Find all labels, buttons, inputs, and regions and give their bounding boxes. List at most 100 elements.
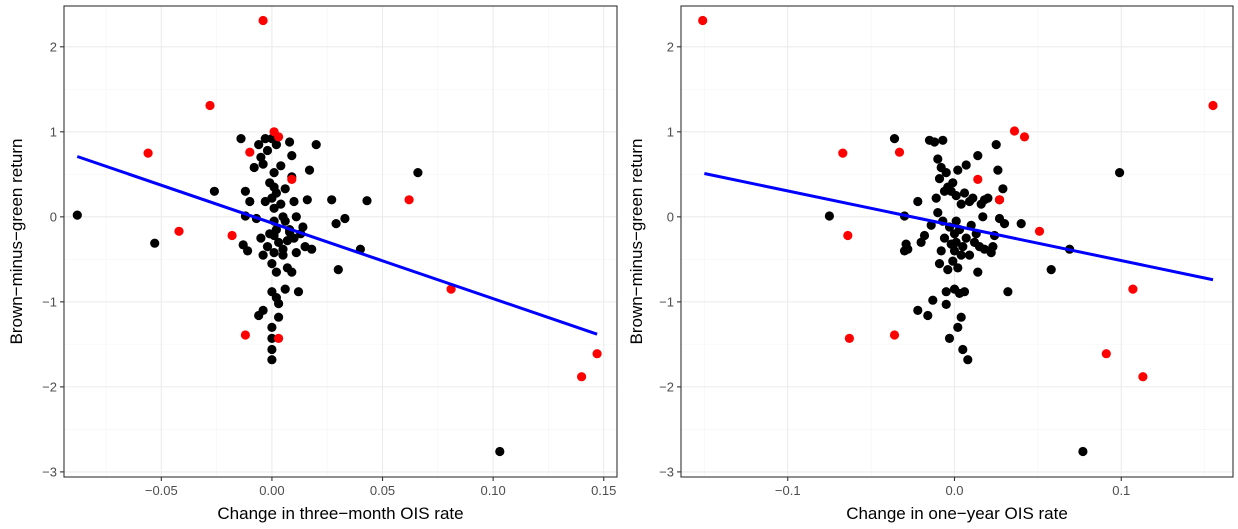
- y-tick-label: −3: [42, 464, 57, 479]
- data-point-black: [298, 222, 308, 232]
- data-point-black: [944, 333, 955, 343]
- y-tick-label: −1: [659, 294, 674, 309]
- data-point-black: [240, 186, 250, 196]
- x-tick-label: −0.05: [145, 483, 178, 498]
- data-point-black: [916, 237, 926, 247]
- data-point-black: [267, 344, 277, 355]
- data-point-black: [311, 140, 321, 150]
- y-tick-label: 1: [667, 124, 674, 139]
- data-point-black: [289, 233, 299, 243]
- data-point-black: [291, 212, 301, 222]
- data-point-red: [844, 333, 855, 343]
- data-point-black: [269, 248, 279, 258]
- x-axis-title: Change in three−month OIS rate: [217, 504, 463, 523]
- data-point-red: [1101, 349, 1111, 359]
- data-point-black: [258, 250, 268, 260]
- data-point-black: [340, 213, 350, 224]
- data-point-black: [936, 246, 946, 256]
- data-point-black: [929, 137, 940, 147]
- data-point-red: [994, 195, 1005, 205]
- data-point-black: [271, 225, 281, 235]
- data-point-black: [993, 165, 1003, 175]
- data-point-black: [919, 230, 930, 241]
- data-point-black: [964, 250, 975, 260]
- data-point-black: [267, 333, 277, 343]
- data-point-black: [289, 196, 299, 207]
- data-point-black: [1003, 287, 1013, 297]
- data-point-black: [988, 242, 998, 252]
- data-point-red: [446, 284, 456, 294]
- data-point-black: [267, 355, 277, 365]
- y-tick-label: −3: [659, 464, 674, 479]
- x-tick-label: −0.1: [775, 483, 801, 498]
- data-point-black: [291, 248, 301, 258]
- data-point-black: [271, 140, 281, 150]
- data-point-black: [958, 242, 968, 252]
- data-point-black: [278, 244, 288, 254]
- data-point-red: [1128, 284, 1138, 294]
- data-point-black: [280, 184, 290, 194]
- data-point-red: [143, 148, 153, 158]
- y-tick-label: 2: [667, 39, 674, 54]
- data-point-black: [258, 159, 268, 169]
- y-tick-label: 1: [50, 124, 57, 139]
- data-point-black: [926, 220, 936, 230]
- data-point-red: [843, 230, 853, 241]
- panel-border: [63, 5, 618, 478]
- data-point-red: [973, 174, 983, 184]
- data-point-red: [287, 174, 297, 184]
- data-point-red: [227, 230, 237, 241]
- data-point-black: [1016, 219, 1026, 229]
- data-point-black: [256, 233, 266, 243]
- data-point-red: [577, 372, 587, 382]
- data-point-black: [948, 256, 958, 266]
- y-axis-title: Brown−minus−green return: [7, 138, 26, 344]
- data-point-black: [933, 208, 943, 218]
- data-point-black: [236, 134, 246, 144]
- data-point-black: [951, 191, 961, 201]
- data-point-red: [1009, 126, 1020, 136]
- data-point-black: [495, 446, 505, 457]
- data-point-black: [953, 322, 963, 332]
- x-tick-label: 0.1: [1112, 483, 1130, 498]
- data-point-black: [889, 134, 900, 144]
- data-point-black: [249, 162, 259, 173]
- data-point-black: [269, 203, 279, 213]
- data-point-black: [824, 211, 835, 221]
- regression-line: [704, 172, 1214, 282]
- x-axis-title: Change in one−year OIS rate: [846, 504, 1068, 523]
- data-point-black: [931, 193, 941, 203]
- data-point-black: [943, 265, 953, 275]
- y-tick-label: 2: [50, 39, 57, 54]
- data-point-black: [243, 246, 253, 256]
- data-point-black: [948, 178, 958, 188]
- data-point-red: [404, 195, 414, 205]
- data-point-black: [271, 267, 281, 277]
- data-point-red: [1034, 226, 1045, 236]
- data-point-black: [304, 165, 315, 175]
- data-point-red: [258, 15, 268, 26]
- x-tick-label: 0.0: [945, 483, 963, 498]
- data-point-black: [262, 242, 273, 252]
- data-point-red: [1138, 372, 1148, 382]
- data-point-black: [150, 238, 160, 248]
- data-point-black: [978, 212, 988, 222]
- data-point-black: [274, 312, 284, 322]
- panel-border: [680, 5, 1234, 478]
- data-point-black: [285, 137, 295, 147]
- left-scatter-panel: −0.05 0.00 0.05 0.10 0.15 −3 −2 −1 0 1 2 Change in …: [7, 5, 618, 523]
- data-point-black: [913, 196, 923, 207]
- data-point-black: [951, 216, 961, 226]
- y-axis-title: Brown−minus−green return: [627, 138, 646, 344]
- data-point-red: [1208, 100, 1218, 111]
- data-point-black: [938, 135, 948, 145]
- data-point-black: [1115, 168, 1125, 178]
- data-point-black: [267, 322, 277, 332]
- y-tick-label: −2: [42, 379, 57, 394]
- data-point-black: [254, 140, 264, 150]
- data-point-red: [592, 349, 602, 359]
- data-point-red: [698, 15, 708, 26]
- data-point-black: [956, 312, 966, 322]
- data-point-black: [983, 193, 993, 203]
- right-scatter-panel: −0.1 0.0 0.1 −3 −2 −1 0 1 2 Change in one−year OI…: [627, 5, 1234, 523]
